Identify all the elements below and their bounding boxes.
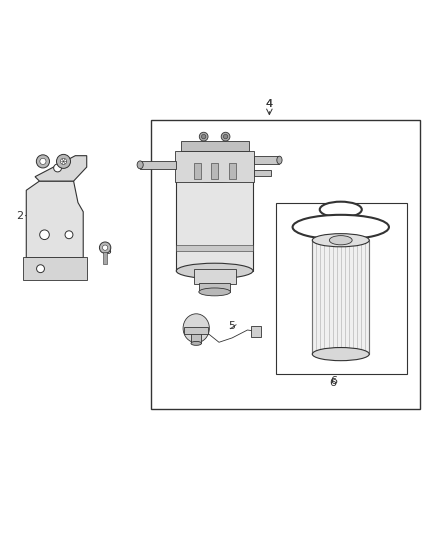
Bar bbox=[251, 326, 261, 336]
Text: 6: 6 bbox=[329, 377, 336, 387]
Ellipse shape bbox=[312, 348, 369, 361]
Circle shape bbox=[102, 245, 108, 251]
Ellipse shape bbox=[176, 167, 253, 182]
Ellipse shape bbox=[183, 314, 209, 343]
Bar bbox=[199, 283, 230, 292]
Polygon shape bbox=[35, 156, 87, 181]
Ellipse shape bbox=[191, 342, 201, 345]
Circle shape bbox=[201, 134, 206, 139]
Bar bbox=[23, 257, 87, 280]
Bar bbox=[194, 163, 201, 179]
Bar bbox=[175, 151, 254, 182]
Bar bbox=[194, 269, 236, 284]
Bar bbox=[254, 169, 271, 176]
Circle shape bbox=[36, 265, 45, 273]
Ellipse shape bbox=[199, 288, 230, 296]
Text: 1: 1 bbox=[38, 159, 45, 168]
Bar bbox=[140, 161, 176, 169]
Bar bbox=[176, 174, 253, 271]
Bar bbox=[180, 141, 249, 151]
Bar bbox=[191, 333, 201, 343]
Circle shape bbox=[57, 155, 71, 168]
Bar bbox=[229, 163, 236, 179]
Bar bbox=[254, 156, 279, 164]
Circle shape bbox=[60, 158, 67, 165]
Circle shape bbox=[99, 242, 111, 253]
Bar bbox=[312, 240, 369, 354]
Circle shape bbox=[40, 158, 46, 165]
Text: 3: 3 bbox=[104, 246, 111, 256]
Ellipse shape bbox=[329, 236, 352, 245]
Circle shape bbox=[36, 155, 49, 168]
Text: 4: 4 bbox=[266, 99, 273, 109]
Ellipse shape bbox=[320, 201, 362, 217]
Bar bbox=[211, 163, 218, 179]
Circle shape bbox=[199, 132, 208, 141]
Circle shape bbox=[40, 230, 49, 239]
Bar bbox=[176, 245, 253, 251]
Text: 6: 6 bbox=[330, 376, 337, 386]
Text: 5: 5 bbox=[229, 321, 236, 330]
Ellipse shape bbox=[312, 233, 369, 247]
Circle shape bbox=[221, 132, 230, 141]
Ellipse shape bbox=[277, 156, 282, 164]
Polygon shape bbox=[26, 181, 83, 258]
Circle shape bbox=[53, 164, 61, 172]
Bar bbox=[151, 120, 420, 409]
Circle shape bbox=[65, 231, 73, 239]
Ellipse shape bbox=[176, 263, 253, 279]
Bar bbox=[184, 327, 208, 334]
Text: 2: 2 bbox=[16, 211, 23, 221]
Ellipse shape bbox=[293, 215, 389, 239]
Bar bbox=[276, 203, 407, 374]
Circle shape bbox=[223, 134, 228, 139]
Bar bbox=[103, 253, 107, 264]
Ellipse shape bbox=[137, 161, 143, 169]
Text: 4: 4 bbox=[266, 100, 273, 109]
